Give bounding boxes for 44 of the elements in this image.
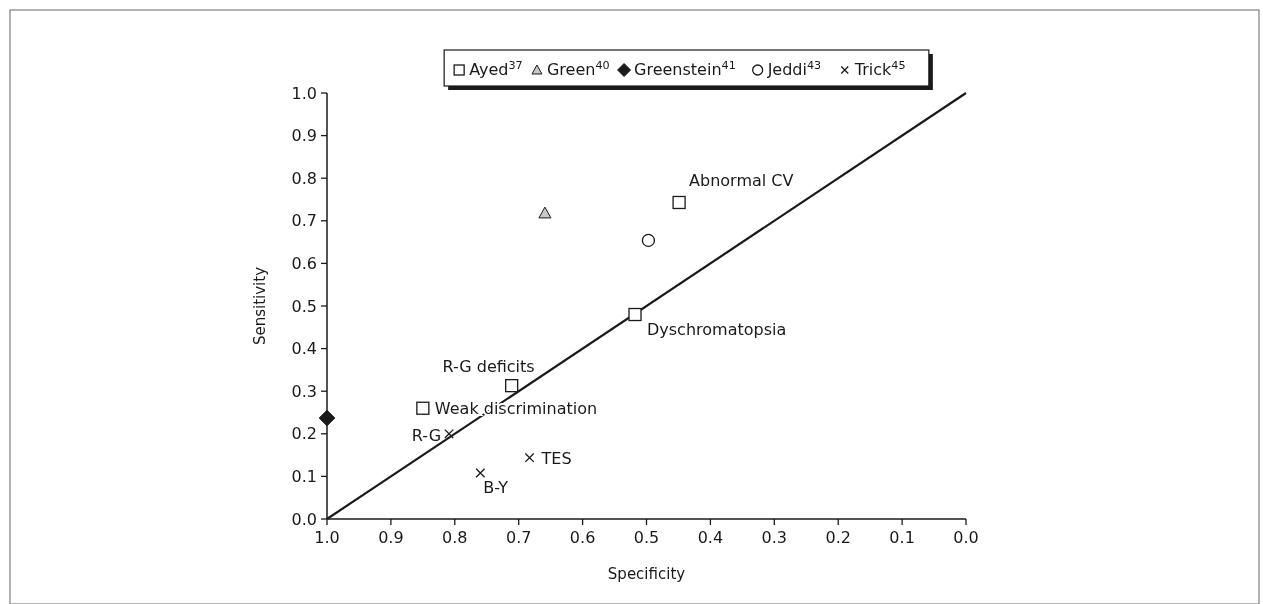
point: [444, 428, 454, 439]
x-tick-label: 0.1: [889, 528, 915, 547]
point: [318, 409, 336, 427]
x-tick-label: 0.4: [697, 528, 724, 547]
annotation: Abnormal CV: [689, 171, 794, 191]
y-axis-title: Sensitivity: [251, 266, 269, 346]
legend-label: Trick$^{45}$: [853, 58, 906, 79]
legend-label: Jeddi$^{43}$: [766, 58, 822, 79]
y-tick-label: 0.4: [291, 339, 317, 359]
legend-label: Greenstein$^{41}$: [634, 58, 736, 79]
x-axis-title: Specificity: [607, 565, 686, 583]
point: [524, 452, 535, 463]
x-tick-label: 0.7: [505, 528, 532, 547]
point: [505, 379, 519, 393]
y-tick-label: 0.8: [291, 168, 317, 188]
x-tick-label: 0.8: [442, 528, 468, 547]
y-tick-label: 0.9: [291, 126, 317, 146]
legend-label: Green$^{40}$: [546, 58, 610, 79]
x-tick-label: 0.5: [633, 528, 660, 547]
x-tick-label: 0.0: [953, 528, 979, 547]
y-tick-label: 0.6: [291, 254, 317, 273]
annotation: TES: [540, 448, 572, 468]
y-tick-label: 0.3: [291, 381, 317, 401]
x-tick-label: 0.6: [569, 528, 596, 547]
y-tick-label: 0.7: [291, 211, 317, 231]
x-tick-label: 0.3: [761, 528, 788, 547]
legend-label: Ayed$^{37}$: [469, 58, 523, 79]
y-tick-label: 0.2: [291, 424, 317, 444]
x-tick-label: 0.9: [378, 528, 404, 547]
annotation: R-G: [411, 425, 442, 445]
y-tick-label: 0.1: [291, 467, 317, 486]
point: [538, 206, 552, 219]
point: [628, 307, 642, 322]
annotation: B-Y: [483, 477, 509, 497]
point: [475, 468, 486, 478]
annotation: R-G deficits: [442, 356, 535, 376]
y-tick-label: 1.0: [291, 83, 317, 103]
point: [672, 195, 686, 210]
x-tick-label: 1.0: [314, 528, 340, 547]
point: [416, 401, 430, 415]
x-tick-label: 0.2: [825, 528, 851, 547]
y-tick-label: 0.0: [291, 509, 317, 529]
annotation: Dyschromatopsia: [647, 319, 787, 339]
y-tick-label: 0.5: [291, 296, 317, 316]
